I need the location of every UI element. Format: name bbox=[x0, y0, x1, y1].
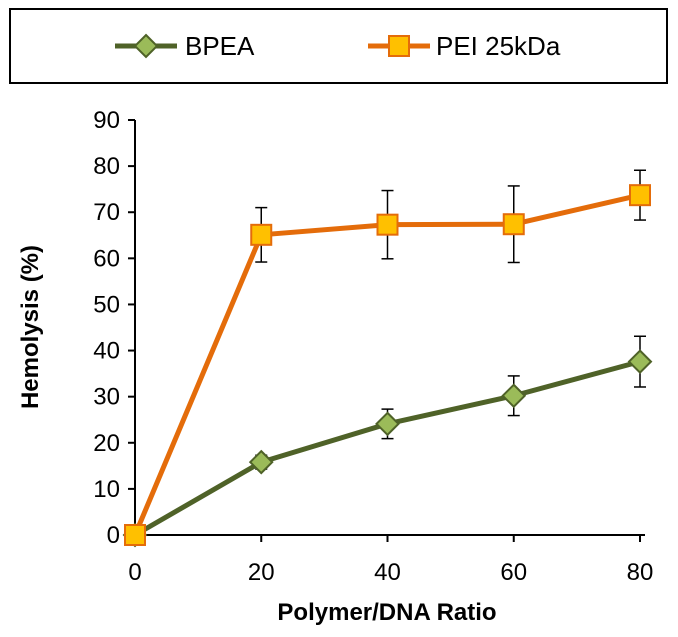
legend-box bbox=[9, 8, 668, 84]
legend: BPEA PEI 25kDa bbox=[9, 8, 668, 84]
y-tick-label: 60 bbox=[93, 245, 120, 272]
data-point bbox=[627, 349, 653, 375]
legend-marker bbox=[133, 33, 159, 59]
y-tick-label: 30 bbox=[93, 384, 120, 411]
x-tick-label: 60 bbox=[500, 559, 527, 586]
y-tick-label: 50 bbox=[93, 291, 120, 318]
legend-entry-bpea: BPEA bbox=[115, 31, 255, 61]
y-tick-label: 70 bbox=[93, 199, 120, 226]
data-point bbox=[501, 383, 527, 409]
y-tick-label: 0 bbox=[107, 522, 120, 549]
data-point bbox=[502, 213, 525, 236]
legend-label: BPEA bbox=[185, 31, 255, 61]
data-point bbox=[375, 411, 400, 437]
x-tick-label: 0 bbox=[128, 559, 141, 586]
y-tick-label: 10 bbox=[93, 476, 120, 503]
series-line bbox=[133, 359, 641, 538]
axes: 0 10 20 30 40 50 60 70 80 90 0 20 40 60 80 bbox=[93, 107, 653, 586]
data-point bbox=[629, 184, 651, 207]
y-tick-label: 40 bbox=[93, 338, 120, 365]
x-tick-label: 40 bbox=[374, 559, 401, 586]
series-layer bbox=[122, 169, 653, 548]
series-pei-25kda bbox=[124, 169, 651, 546]
data-point bbox=[248, 449, 274, 475]
data-point bbox=[376, 213, 399, 236]
y-tick-label: 80 bbox=[93, 153, 120, 180]
y-tick-label: 90 bbox=[93, 107, 120, 134]
data-point bbox=[124, 524, 146, 546]
x-axis-title: Polymer/DNA Ratio bbox=[277, 599, 496, 626]
data-point bbox=[250, 223, 273, 246]
x-tick-label: 80 bbox=[627, 559, 654, 586]
legend-marker bbox=[388, 35, 410, 57]
x-tick-label: 20 bbox=[248, 559, 275, 586]
legend-label: PEI 25kDa bbox=[436, 31, 561, 61]
y-axis-title: Hemolysis (%) bbox=[17, 245, 44, 409]
legend-entry-pei-25kda: PEI 25kDa bbox=[368, 31, 561, 61]
y-tick-label: 20 bbox=[93, 430, 120, 457]
